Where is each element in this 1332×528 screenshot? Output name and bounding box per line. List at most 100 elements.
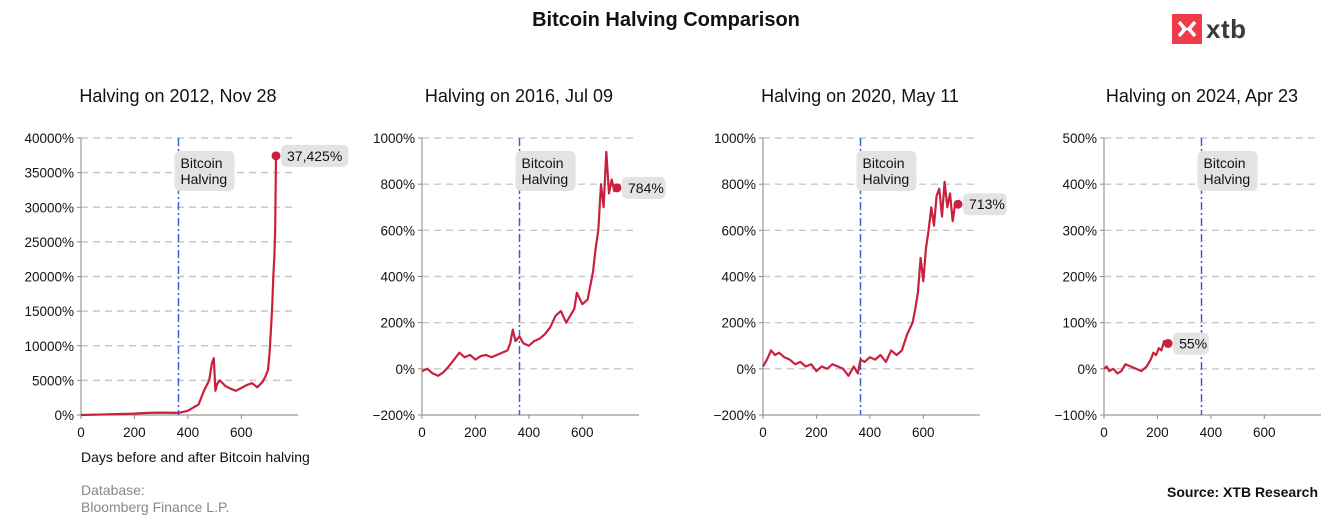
series-line <box>762 180 959 377</box>
y-tick-label: −200% <box>714 408 756 423</box>
y-tick-label: 5000% <box>32 373 74 388</box>
y-tick-label: 400% <box>721 270 756 285</box>
end-value-bg <box>622 176 666 199</box>
series-line <box>421 150 618 377</box>
x-tick-label: 0 <box>418 425 426 440</box>
halving-annotation-line: Bitcoin <box>181 155 223 171</box>
x-tick-label: 200 <box>464 425 487 440</box>
y-tick-label: 800% <box>380 177 415 192</box>
chart-panel-1: Halving on 2012, Nov 28 0% 5000% 10000% 1500… <box>24 86 349 465</box>
x-tick-label: 600 <box>912 425 935 440</box>
end-point <box>271 151 281 161</box>
x-tick-label: 200 <box>123 425 146 440</box>
halving-annotation-line: Halving <box>1204 171 1251 187</box>
y-tick-label: 0% <box>54 408 74 423</box>
chart-panel-3: Halving on 2020, May 11 −200% 0% 200% 400% 60… <box>714 86 1007 440</box>
y-tick-label: 300% <box>1062 223 1097 238</box>
x-tick-label: 400 <box>177 425 200 440</box>
chart-title: Bitcoin Halving Comparison <box>532 9 800 31</box>
database-label: Database: <box>81 482 145 498</box>
end-value-annotation: 55% <box>1173 332 1209 355</box>
y-tick-label: 200% <box>380 316 415 331</box>
xtb-logo-mark-icon <box>1172 14 1202 44</box>
end-value-label: 55% <box>1179 335 1207 351</box>
y-tick-label: 500% <box>1062 131 1097 146</box>
y-tick-label: −100% <box>1055 408 1097 423</box>
y-tick-label: 0% <box>736 362 756 377</box>
end-point <box>1163 338 1173 348</box>
x-tick-label: 400 <box>1200 425 1223 440</box>
x-tick-label: 200 <box>805 425 828 440</box>
panel-title: Halving on 2016, Jul 09 <box>425 86 613 106</box>
halving-annotation-line: Halving <box>863 171 910 187</box>
y-tick-label: 40000% <box>24 131 74 146</box>
source-note: Source: XTB Research <box>1167 484 1318 500</box>
y-tick-label: 600% <box>721 223 756 238</box>
halving-annotation-line: Bitcoin <box>1204 155 1246 171</box>
y-tick-label: 15000% <box>24 304 74 319</box>
x-tick-label: 600 <box>230 425 253 440</box>
end-value-label: 784% <box>628 180 664 196</box>
halving-annotation-bg <box>515 151 576 191</box>
end-point <box>612 183 622 193</box>
y-tick-label: −200% <box>373 408 415 423</box>
end-value-label: 37,425% <box>287 148 342 164</box>
x-tick-label: 0 <box>1100 425 1108 440</box>
y-tick-label: 200% <box>1062 270 1097 285</box>
end-value-annotation: 713% <box>963 193 1007 216</box>
y-tick-label: 10000% <box>24 339 74 354</box>
end-value-bg <box>963 193 1007 216</box>
y-tick-label: 35000% <box>24 166 74 181</box>
y-tick-label: 200% <box>721 316 756 331</box>
y-tick-label: 100% <box>1062 316 1097 331</box>
halving-annotation-line: Bitcoin <box>863 155 905 171</box>
halving-annotation-line: Halving <box>522 171 569 187</box>
y-tick-label: 30000% <box>24 200 74 215</box>
database-note: Database: Bloomberg Finance L.P. <box>81 482 229 516</box>
end-value-bg <box>281 144 349 167</box>
xtb-logo-text: xtb <box>1206 14 1247 44</box>
y-tick-label: 20000% <box>24 270 74 285</box>
y-tick-label: 25000% <box>24 235 74 250</box>
y-tick-label: 0% <box>1077 362 1097 377</box>
end-value-annotation: 784% <box>622 176 666 199</box>
x-tick-label: 600 <box>1253 425 1276 440</box>
end-value-label: 713% <box>969 196 1005 212</box>
y-tick-label: 800% <box>721 177 756 192</box>
x-tick-label: 0 <box>759 425 767 440</box>
panel-title: Halving on 2012, Nov 28 <box>79 86 276 106</box>
halving-annotation-bg <box>174 151 235 191</box>
end-value-annotation: 37,425% <box>281 144 349 167</box>
x-tick-label: 400 <box>518 425 541 440</box>
database-value: Bloomberg Finance L.P. <box>81 499 230 515</box>
y-tick-label: 400% <box>1062 177 1097 192</box>
y-tick-label: 1000% <box>714 131 756 146</box>
halving-annotation-line: Bitcoin <box>522 155 564 171</box>
x-tick-label: 600 <box>571 425 594 440</box>
halving-annotation-bg <box>1197 151 1258 191</box>
halving-annotation-bg <box>856 151 917 191</box>
chart-panel-4: Halving on 2024, Apr 23 −100% 0% 100% 200% 30… <box>1055 86 1321 440</box>
halving-annotation-line: Halving <box>181 171 228 187</box>
x-tick-label: 200 <box>1146 425 1169 440</box>
y-tick-label: 600% <box>380 223 415 238</box>
x-axis-label: Days before and after Bitcoin halving <box>81 449 310 465</box>
chart-panel-2: Halving on 2016, Jul 09 −200% 0% 200% 400% 60… <box>373 86 666 440</box>
end-point <box>953 199 963 209</box>
y-tick-label: 400% <box>380 270 415 285</box>
x-tick-label: 400 <box>859 425 882 440</box>
end-value-bg <box>1173 332 1209 355</box>
panel-title: Halving on 2020, May 11 <box>761 86 959 106</box>
xtb-logo: xtb <box>1172 14 1247 44</box>
series-line <box>1103 340 1170 375</box>
panel-title: Halving on 2024, Apr 23 <box>1106 86 1298 106</box>
y-tick-label: 1000% <box>373 131 415 146</box>
x-tick-label: 0 <box>77 425 85 440</box>
series-line <box>80 155 278 417</box>
y-tick-label: 0% <box>395 362 415 377</box>
